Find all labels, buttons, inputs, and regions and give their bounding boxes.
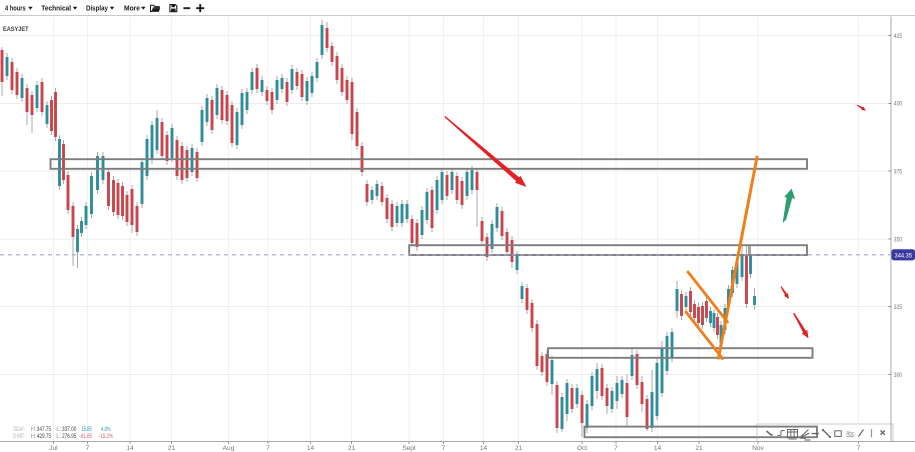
svg-text:400: 400 (894, 101, 903, 108)
svg-text:Oct: Oct (577, 445, 587, 452)
svg-text:Jul: Jul (49, 445, 58, 452)
svg-text:7: 7 (614, 445, 618, 452)
svg-text:TODAY:: TODAY: (13, 426, 25, 433)
svg-text:L:: L: (56, 426, 61, 433)
svg-text:350: 350 (894, 236, 903, 243)
svg-text:344.35: 344.35 (895, 253, 913, 259)
svg-text:300: 300 (894, 372, 903, 379)
svg-text:Display: Display (86, 4, 109, 13)
svg-text:H:: H: (31, 433, 37, 440)
svg-text:375: 375 (894, 169, 903, 176)
svg-text:21: 21 (168, 445, 176, 452)
svg-text:21: 21 (348, 445, 356, 452)
svg-text:CHART:: CHART: (13, 433, 25, 440)
svg-text:15.85: 15.85 (81, 426, 92, 433)
svg-text:Sept: Sept (402, 445, 416, 452)
svg-text:14: 14 (126, 445, 134, 452)
svg-text:4 hours: 4 hours (5, 4, 26, 13)
svg-text:14: 14 (654, 445, 662, 452)
svg-text:Aug: Aug (223, 445, 235, 452)
svg-text:-61.85: -61.85 (80, 433, 93, 440)
svg-text:276.95: 276.95 (62, 433, 77, 440)
svg-text:4.8%: 4.8% (101, 426, 111, 433)
svg-text:325: 325 (894, 304, 903, 311)
svg-text:7: 7 (266, 445, 270, 452)
svg-text:EASYJET: EASYJET (3, 26, 29, 33)
svg-text:Nov: Nov (752, 445, 764, 452)
svg-text:14: 14 (307, 445, 315, 452)
svg-text:21: 21 (515, 445, 523, 452)
svg-text:337.00: 337.00 (62, 426, 77, 433)
svg-text:Abc: Abc (846, 431, 854, 437)
svg-text:7: 7 (857, 445, 861, 452)
svg-text:H:: H: (31, 426, 37, 433)
svg-text:Technical: Technical (41, 4, 71, 13)
svg-text:14: 14 (480, 445, 488, 452)
svg-text:More: More (124, 4, 140, 13)
svg-text:7: 7 (86, 445, 90, 452)
svg-text:347.75: 347.75 (37, 426, 52, 433)
svg-text:L:: L: (56, 433, 61, 440)
svg-text:21: 21 (695, 445, 703, 452)
svg-text:425: 425 (894, 33, 903, 40)
svg-text:429.75: 429.75 (37, 433, 52, 440)
svg-text:-15.2%: -15.2% (99, 433, 113, 440)
svg-text:7: 7 (442, 445, 446, 452)
